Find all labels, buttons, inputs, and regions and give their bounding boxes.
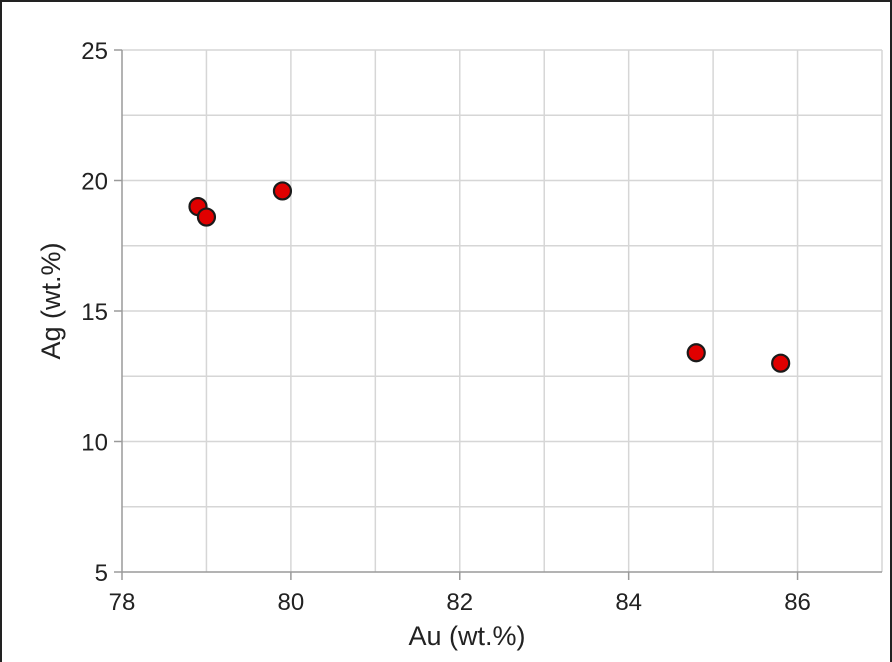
data-point [196, 207, 217, 227]
grid-lines [122, 49, 883, 572]
axes [114, 49, 882, 580]
data-point [272, 181, 293, 201]
data-points [188, 181, 791, 373]
data-point [771, 353, 791, 373]
x-axis-label: Au (wt.%) [408, 621, 525, 651]
x-tick-label: 80 [278, 589, 305, 616]
y-tick-label: 20 [81, 169, 108, 196]
y-tick-label: 10 [81, 430, 108, 457]
y-axis-label: Ag (wt.%) [36, 242, 66, 359]
data-point [686, 343, 706, 363]
x-tick-label: 84 [615, 589, 642, 616]
y-tick-label: 25 [81, 38, 108, 65]
x-tick-label: 78 [109, 589, 136, 616]
y-tick-label: 5 [95, 560, 108, 587]
tick-labels: 5 10 15 20 25 78 80 82 84 86 [81, 38, 811, 616]
x-tick-label: 82 [446, 589, 473, 616]
y-tick-label: 15 [81, 299, 108, 326]
x-tick-label: 86 [784, 589, 811, 616]
